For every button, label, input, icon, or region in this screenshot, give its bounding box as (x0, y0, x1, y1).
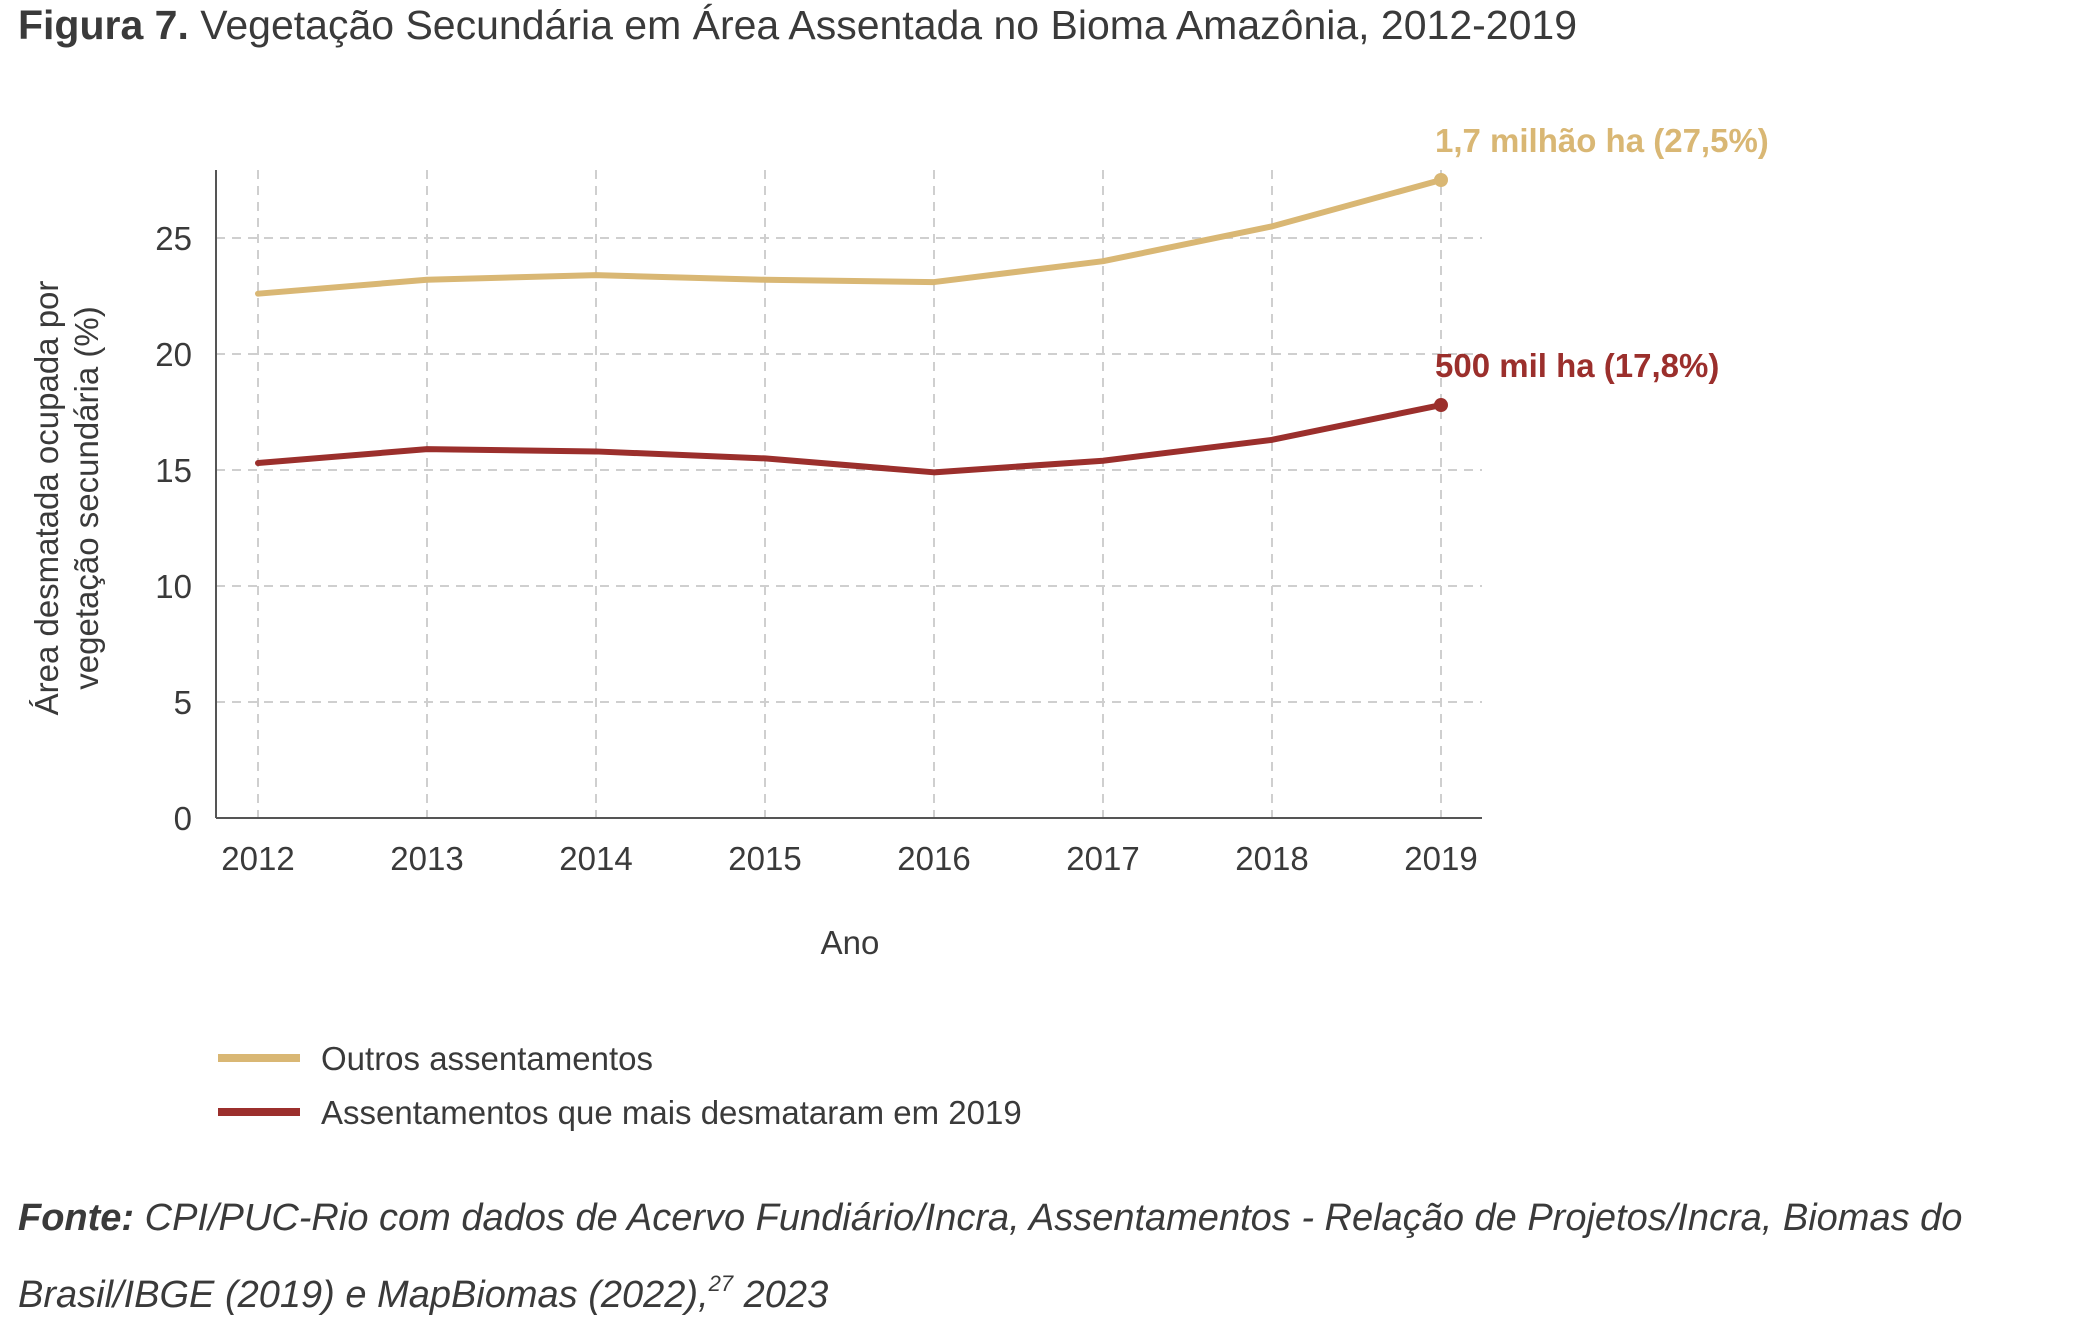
series-end-marker-1 (1434, 173, 1448, 187)
x-tick-label-2015: 2015 (728, 840, 801, 877)
series-line-1 (255, 177, 1444, 297)
x-tick-label-2017: 2017 (1066, 840, 1139, 877)
x-tick-label-2012: 2012 (221, 840, 294, 877)
figure-label: Figura 7. (18, 2, 189, 48)
series-end-marker-2 (1434, 398, 1448, 413)
source-year: 2023 (733, 1274, 829, 1316)
series-end-label-2: 500 mil ha (17,8%) (1435, 347, 1719, 384)
x-tick-label-2013: 2013 (390, 840, 463, 877)
x-tick-label-2018: 2018 (1235, 840, 1308, 877)
y-axis-label-line-1: Área desmatada ocupada por (28, 281, 65, 716)
x-tick-labels: 2012 2013 2014 2015 2016 2017 2018 2019 (221, 840, 1477, 877)
chart-title: Figura 7. Vegetação Secundária em Área A… (18, 2, 1577, 49)
axes (215, 170, 1482, 819)
legend: Outros assentamentos Assentamentos que ma… (218, 1040, 1022, 1131)
y-tick-label-0: 0 (174, 800, 192, 837)
y-tick-label-10: 10 (155, 568, 192, 605)
legend-label-1: Outros assentamentos (321, 1040, 653, 1077)
series-group: 1,7 milhão ha (27,5%) 500 mil ha (17,8%) (255, 122, 1769, 476)
x-tick-label-2019: 2019 (1404, 840, 1477, 877)
x-tick-label-2016: 2016 (897, 840, 970, 877)
source-note: Fonte: CPI/PUC-Rio com dados de Acervo F… (18, 1185, 2068, 1328)
legend-label-2: Assentamentos que mais desmataram em 201… (321, 1094, 1022, 1131)
x-axis-label: Ano (821, 924, 880, 961)
series-end-label-1: 1,7 milhão ha (27,5%) (1435, 122, 1769, 159)
y-tick-labels: 0 5 10 15 20 25 (155, 220, 192, 837)
y-tick-label-5: 5 (174, 684, 192, 721)
source-text: CPI/PUC-Rio com dados de Acervo Fundiári… (18, 1197, 1963, 1316)
source-label: Fonte: (18, 1197, 135, 1239)
figure-title-text: Vegetação Secundária em Área Assentada n… (200, 2, 1578, 48)
y-tick-label-25: 25 (155, 220, 192, 257)
grid-lines (216, 170, 1482, 818)
series-line-2 (255, 402, 1444, 476)
y-tick-label-20: 20 (155, 336, 192, 373)
source-footnote: 27 (708, 1271, 734, 1296)
y-tick-label-15: 15 (155, 452, 192, 489)
x-tick-label-2014: 2014 (559, 840, 632, 877)
y-axis-label-line-2: vegetação secundária (%) (68, 306, 105, 689)
